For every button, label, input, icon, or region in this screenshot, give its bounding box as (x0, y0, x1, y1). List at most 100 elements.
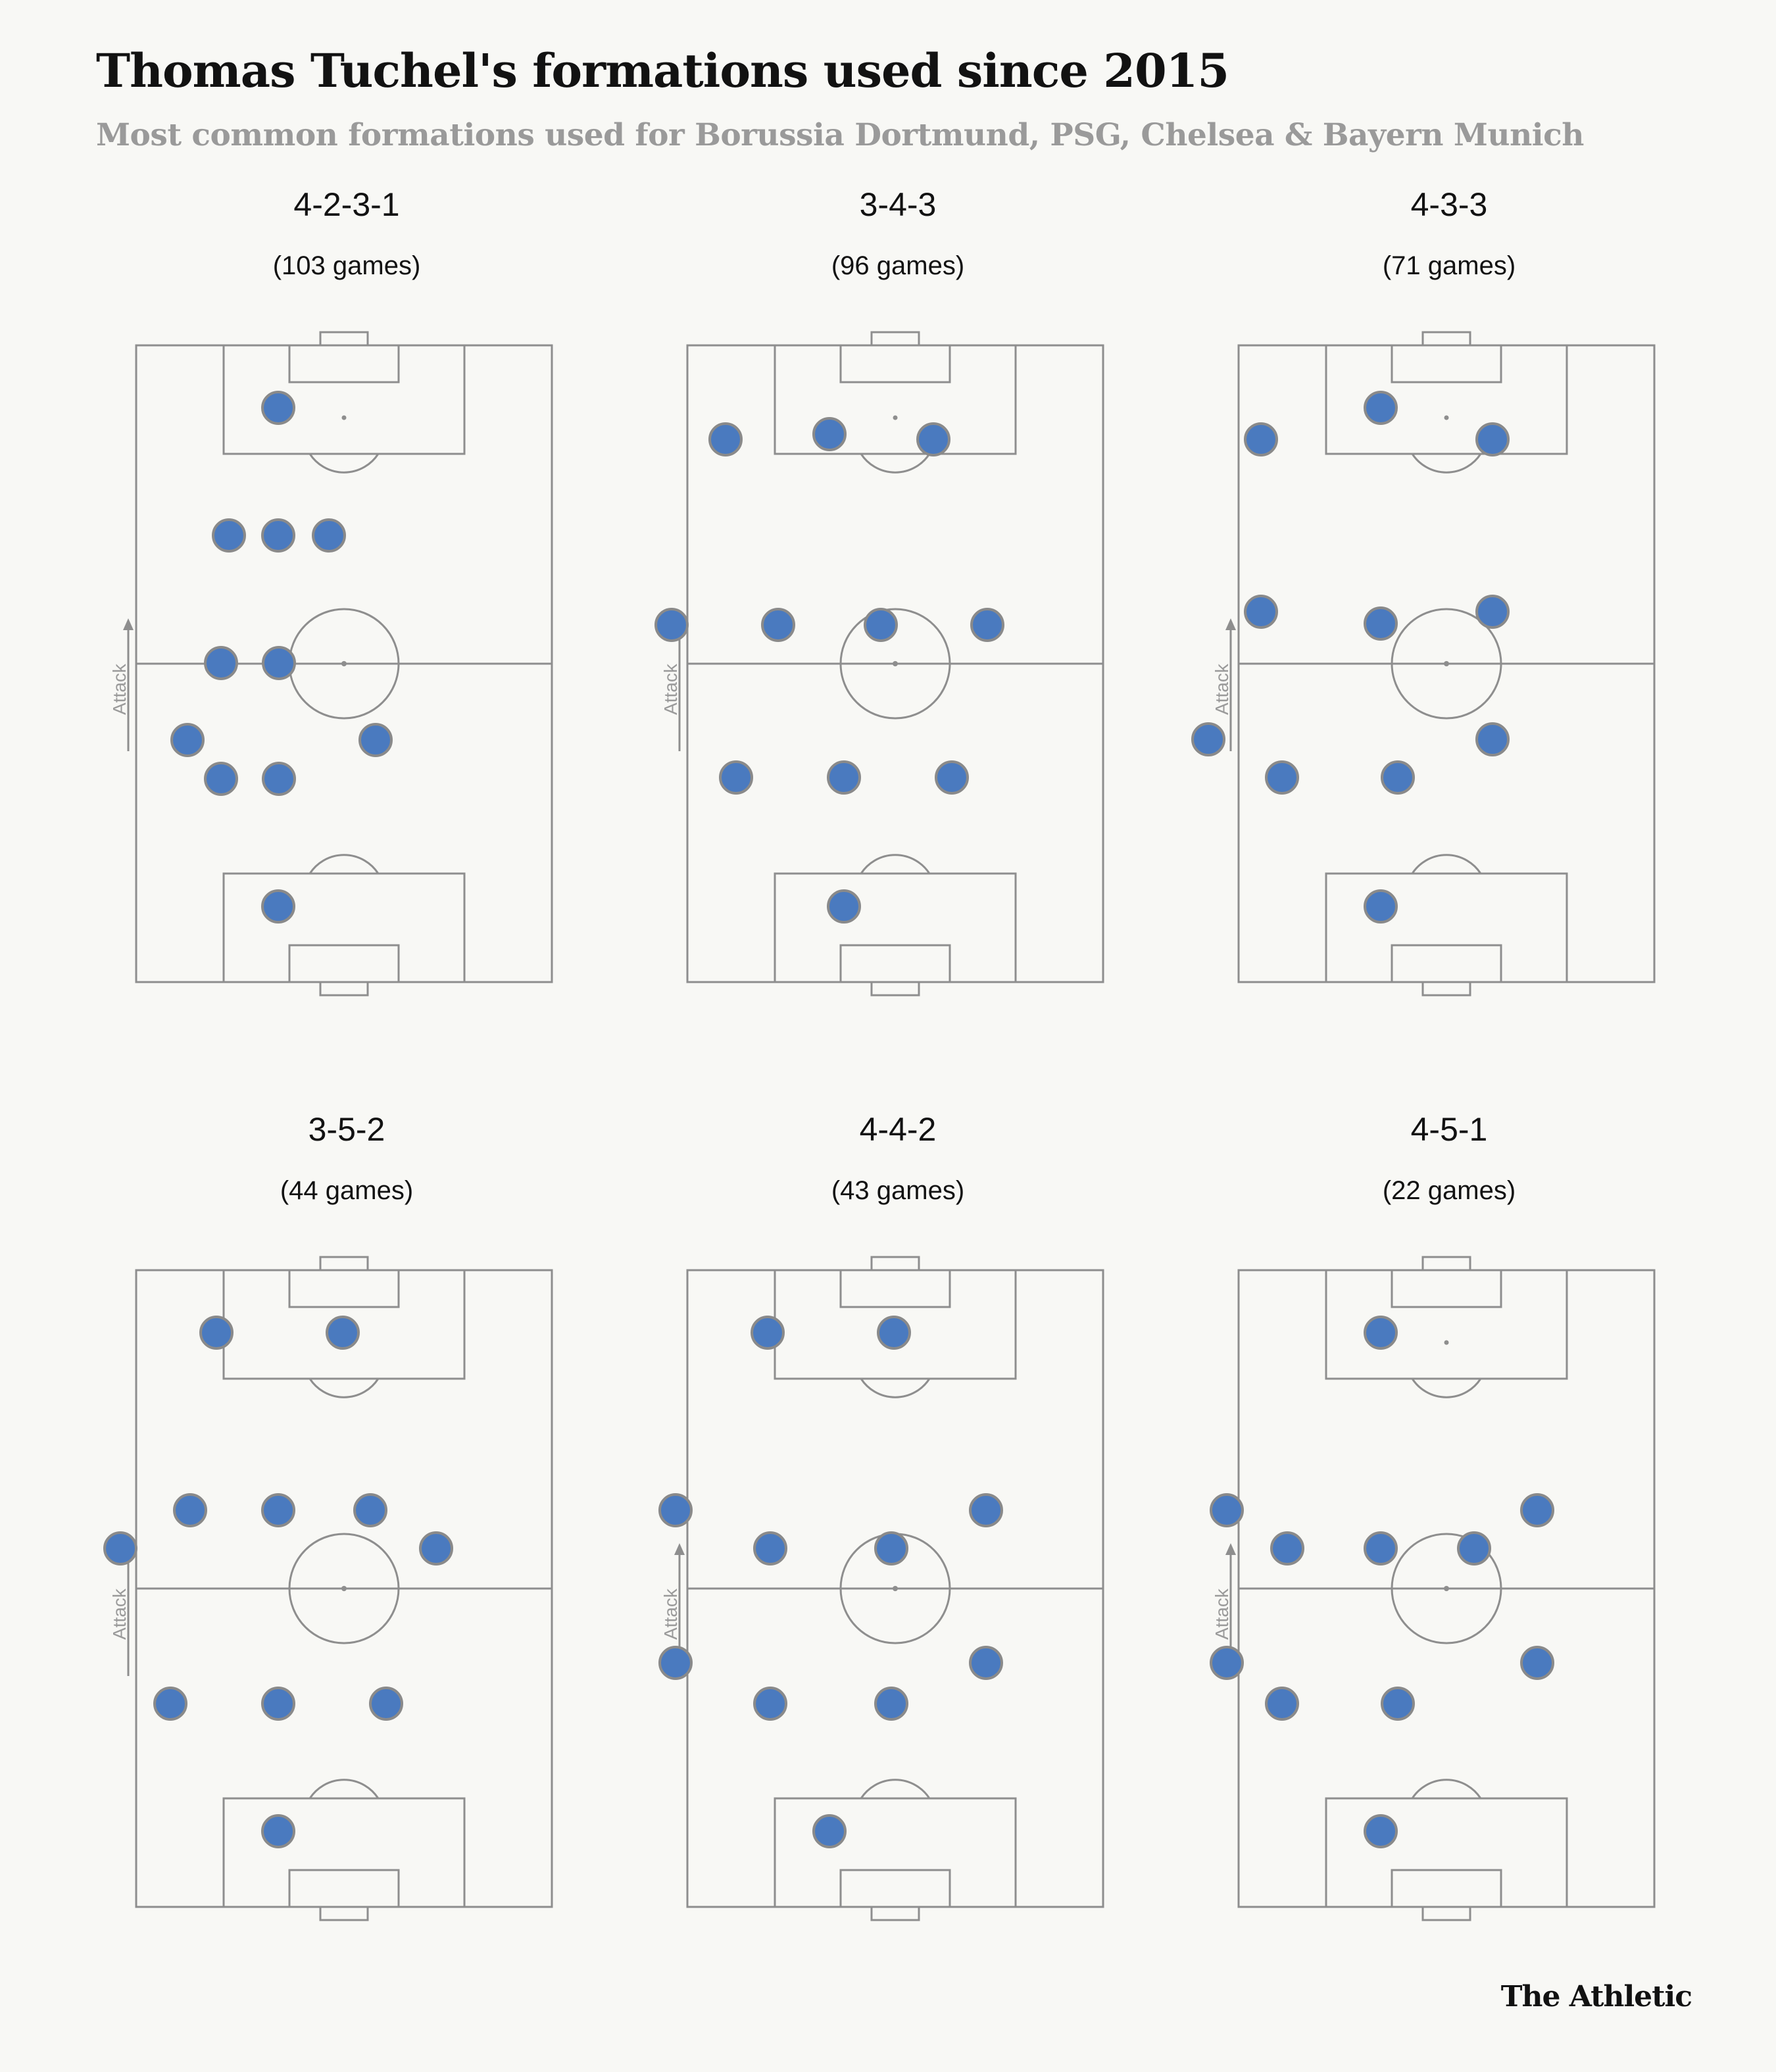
attack-arrow-head (674, 1543, 685, 1555)
center-circle (288, 1533, 400, 1644)
player-dot (874, 1687, 908, 1721)
player-dot (1475, 722, 1510, 756)
player-dot (1364, 1814, 1398, 1848)
player-dot (358, 723, 393, 757)
penalty-arc-top (1411, 1378, 1482, 1398)
penalty-spot-top (1444, 415, 1449, 420)
formation-games: (43 games) (831, 1176, 965, 1205)
center-circle (1391, 608, 1502, 720)
goal-top (319, 1256, 369, 1271)
player-dot (864, 608, 898, 642)
six-yard-box-bottom (1391, 1869, 1502, 1908)
pitch-diagram: Attack (109, 331, 553, 997)
player-dot (654, 608, 689, 642)
player-dot (261, 518, 295, 553)
center-circle (839, 608, 951, 720)
formation-name: 3-5-2 (308, 1111, 385, 1148)
penalty-arc-bottom (308, 1779, 380, 1799)
formation-name: 4-3-3 (1410, 186, 1488, 223)
center-spot (893, 1586, 898, 1591)
chart-title: Thomas Tuchel's formations used since 20… (96, 43, 1229, 98)
goal-bottom (1421, 981, 1471, 997)
player-dot (812, 1814, 847, 1848)
player-dot (261, 1687, 295, 1721)
penalty-box-bottom (774, 872, 1017, 983)
six-yard-box-top (288, 1269, 400, 1308)
player-dot (658, 1646, 693, 1680)
six-yard-box-top (839, 1269, 951, 1308)
player-dot (170, 723, 205, 757)
player-dot (1270, 1531, 1304, 1566)
pitch-diagram: Attack (1191, 331, 1656, 997)
player-dot (1457, 1531, 1491, 1566)
attack-label: Attack (109, 1588, 130, 1640)
center-spot (1444, 1586, 1449, 1591)
player-dot (103, 1531, 137, 1566)
goal-top (1421, 1256, 1471, 1271)
attack-arrow-head (1225, 1543, 1236, 1555)
player-dot (353, 1493, 387, 1527)
player-dot (827, 889, 861, 924)
penalty-box-top (1325, 1269, 1568, 1380)
goal-top (870, 1256, 920, 1271)
player-dot (261, 1493, 295, 1527)
player-dot (969, 1646, 1003, 1680)
player-dot (1244, 422, 1278, 456)
six-yard-box-bottom (839, 944, 951, 983)
six-yard-box-bottom (839, 1869, 951, 1908)
player-dot (326, 1316, 360, 1350)
player-dot (877, 1316, 911, 1350)
penalty-arc-top (308, 453, 380, 474)
player-dot (970, 608, 1004, 642)
player-dot (419, 1531, 453, 1566)
player-dot (753, 1687, 787, 1721)
player-dot (312, 518, 346, 553)
penalty-box-top (774, 344, 1017, 455)
attack-label: Attack (1212, 663, 1232, 715)
center-spot (893, 661, 898, 666)
center-spot (1444, 661, 1449, 666)
penalty-arc-bottom (860, 1779, 931, 1799)
attack-arrow-head (1225, 618, 1236, 630)
six-yard-box-top (288, 344, 400, 383)
penalty-arc-top (860, 1378, 931, 1398)
center-circle (1391, 1533, 1502, 1644)
player-dot (1364, 1531, 1398, 1566)
player-dot (935, 760, 969, 795)
formation-games: (103 games) (272, 251, 421, 280)
six-yard-box-top (1391, 1269, 1502, 1308)
player-dot (173, 1493, 207, 1527)
attack-label: Attack (1212, 1588, 1232, 1640)
player-dot (1265, 1687, 1299, 1721)
six-yard-box-bottom (288, 944, 400, 983)
penalty-arc-bottom (860, 854, 931, 874)
player-dot (153, 1687, 187, 1721)
player-dot (1364, 1316, 1398, 1350)
player-dot (751, 1316, 785, 1350)
attack-arrow-head (123, 618, 134, 630)
player-dot (969, 1493, 1003, 1527)
penalty-box-top (1325, 344, 1568, 455)
player-dot (658, 1493, 693, 1527)
formation-name: 4-5-1 (1410, 1111, 1488, 1148)
player-dot (262, 762, 296, 796)
player-dot (708, 422, 743, 456)
goal-top (870, 331, 920, 347)
penalty-box-bottom (222, 1797, 466, 1908)
attack-label: Attack (660, 663, 681, 715)
goal-bottom (1421, 1906, 1471, 1921)
player-dot (827, 760, 861, 795)
six-yard-box-bottom (288, 1869, 400, 1908)
formation-panel: 3-5-2 (44 games) Attack (70, 1110, 623, 1926)
penalty-box-bottom (222, 872, 466, 983)
player-dot (204, 646, 238, 680)
player-dot (761, 608, 795, 642)
center-spot (341, 1586, 347, 1591)
pitch-diagram: Attack (1210, 1256, 1656, 1921)
player-dot (1244, 595, 1278, 629)
player-dot (1381, 1687, 1415, 1721)
pitch-diagram: Attack (654, 331, 1104, 997)
penalty-arc-top (308, 1378, 380, 1398)
player-dot (212, 518, 246, 553)
formation-panel: 4-2-3-1 (103 games) Attack (70, 185, 623, 1001)
